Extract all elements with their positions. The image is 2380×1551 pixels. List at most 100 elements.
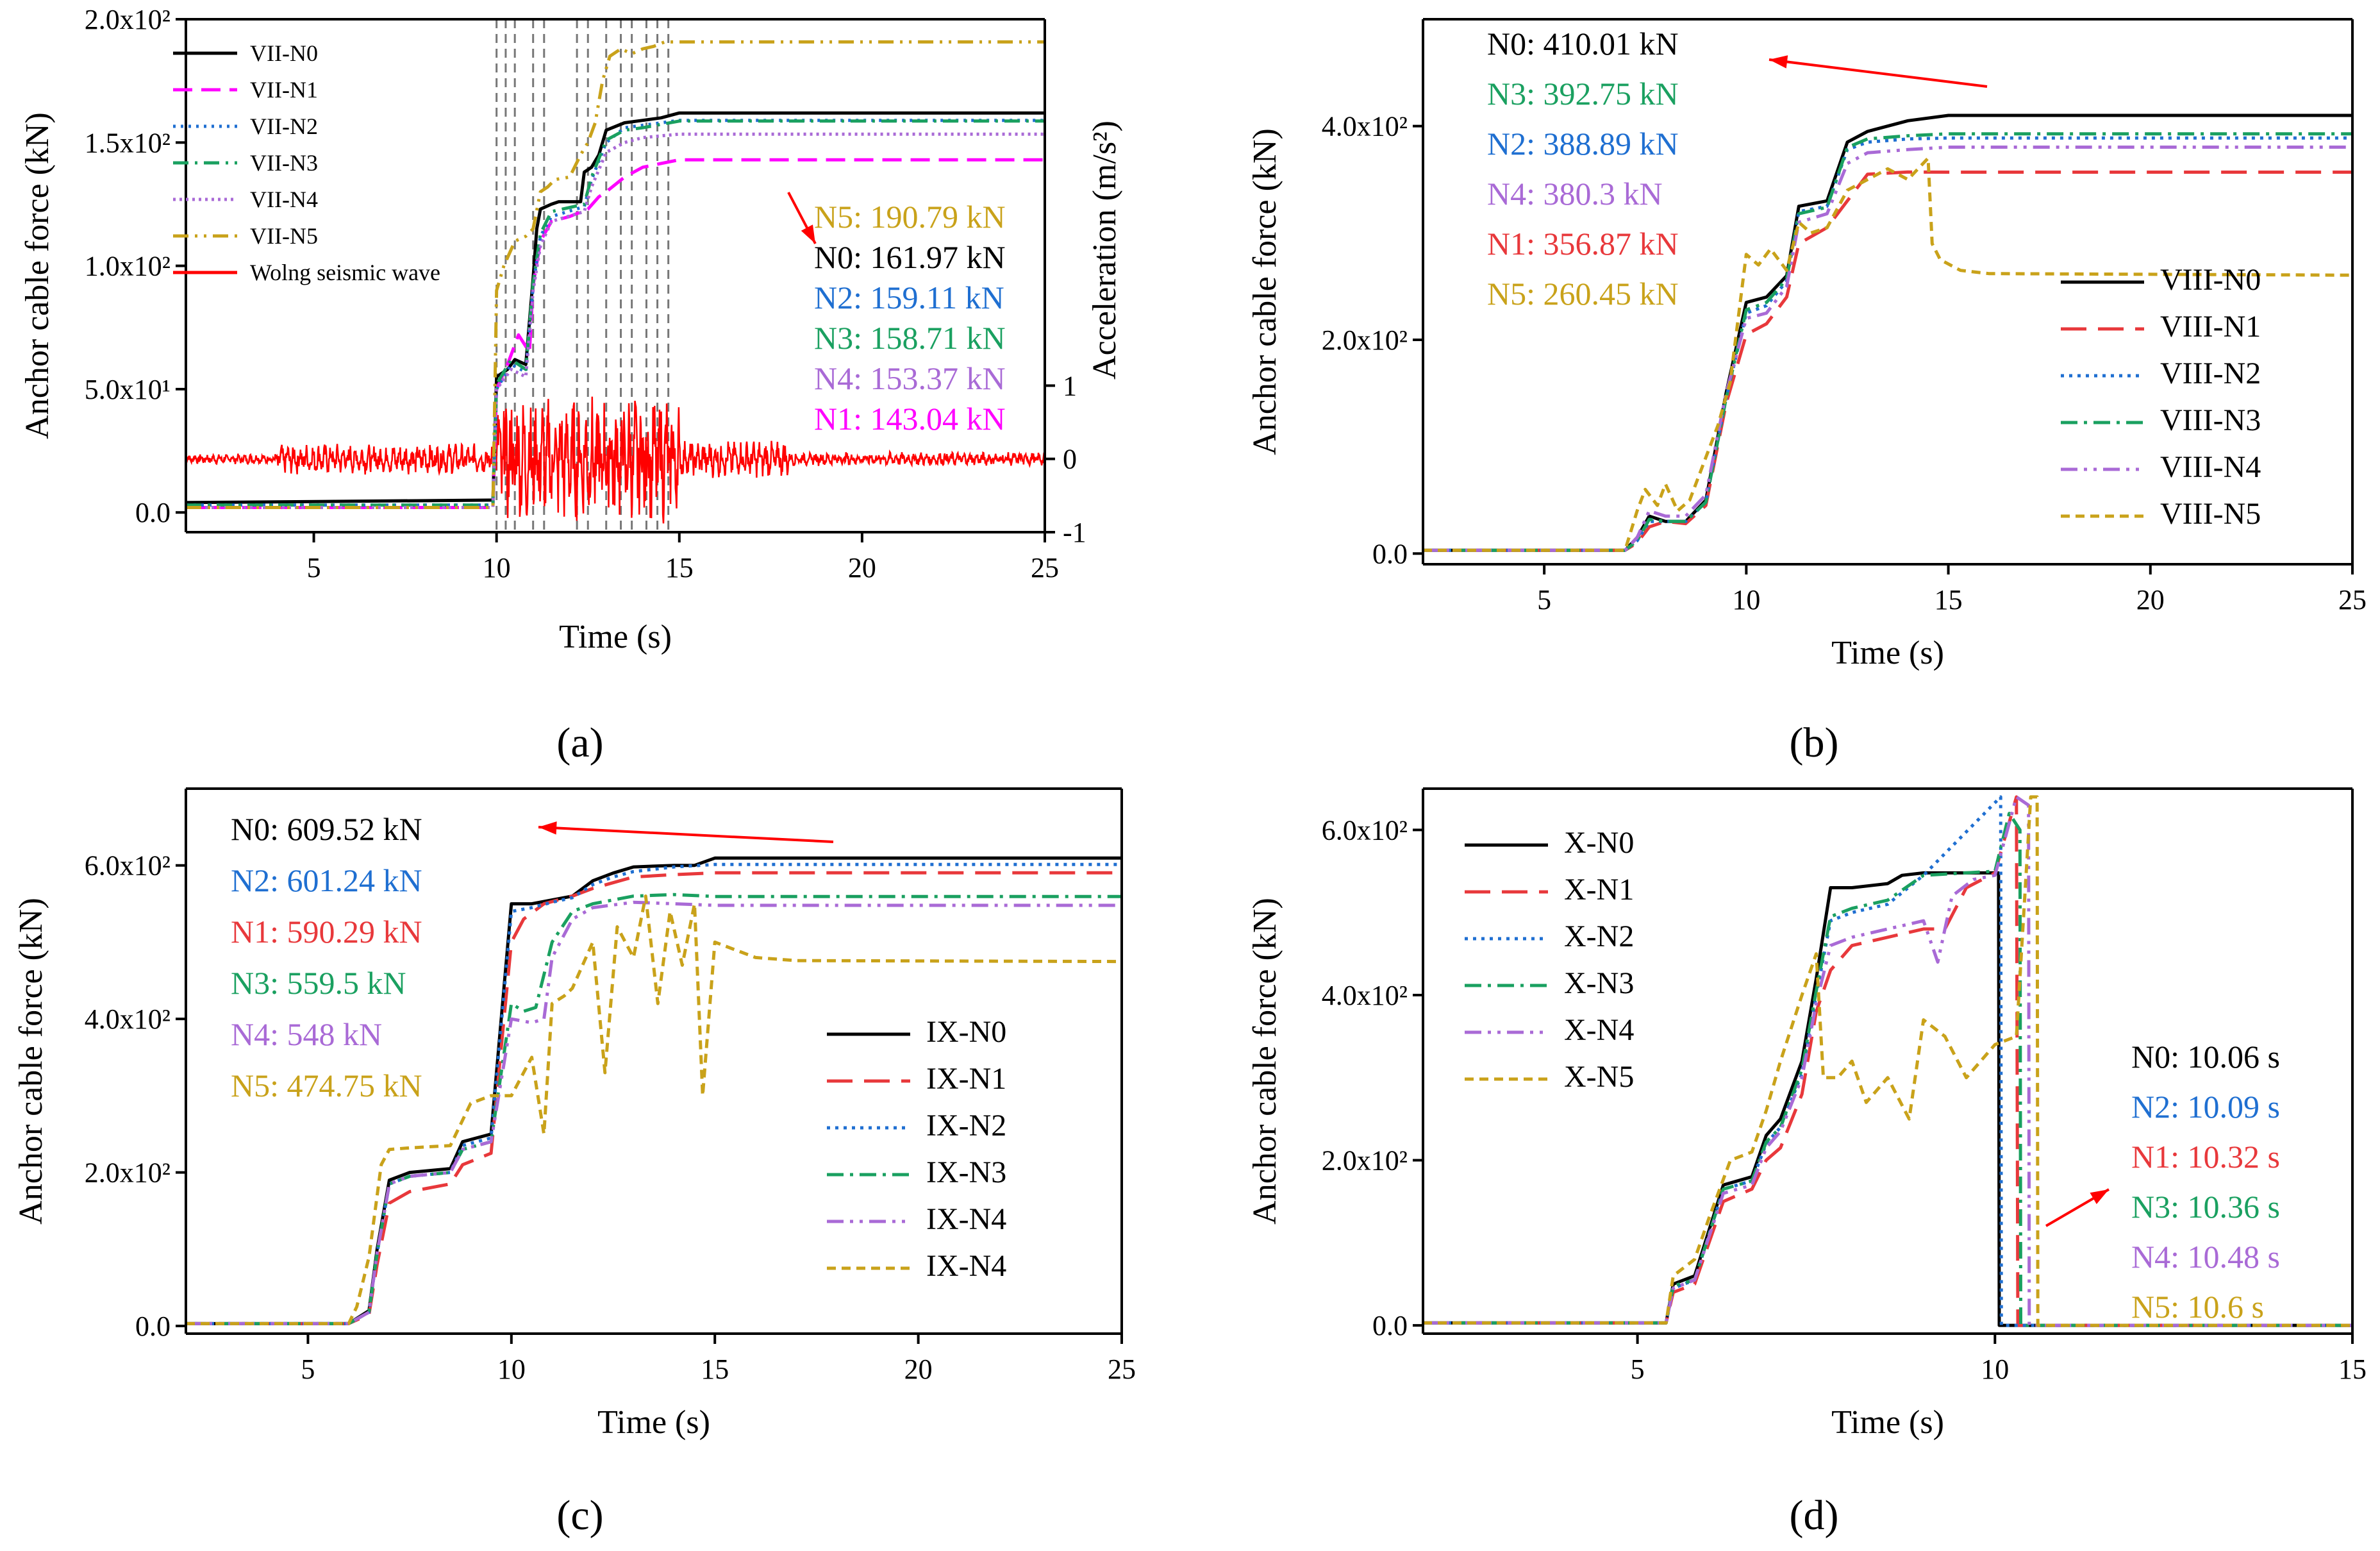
y-tick-label: 5.0x10¹ <box>85 374 171 405</box>
panel-d: 5 10 15 0.0 2.0x10² 4.0x10² 6.0x10² Time (s) Anc… <box>1247 787 2367 1539</box>
annotation-label: N5: 10.6 s <box>2131 1289 2264 1325</box>
legend-label: VII-N4 <box>250 187 318 212</box>
series-line-5 <box>1423 156 2352 552</box>
series-line-1 <box>1423 170 2352 552</box>
legend: X-N0 X-N1 X-N2 X-N3 X-N4 X-N5 <box>1465 826 1634 1094</box>
y-tick-label: 0.0 <box>135 497 171 528</box>
annotation-list: N0: 609.52 kN N2: 601.24 kN N1: 590.29 kN N… <box>231 811 422 1103</box>
y2-tick-label: -1 <box>1063 517 1086 548</box>
legend-label: VII-N3 <box>250 150 318 176</box>
annotation-label: N4: 380.3 kN <box>1487 176 1663 212</box>
series-line-3 <box>1423 132 2352 552</box>
legend-label: VII-N5 <box>250 223 318 249</box>
series-line-2 <box>186 119 1045 507</box>
x-axis-title: Time (s) <box>1831 635 1944 671</box>
y-tick-label: 1.0x10² <box>85 251 171 282</box>
panel-label: (a) <box>556 719 603 766</box>
annotation-label: N3: 392.75 kN <box>1487 76 1679 112</box>
y-tick-label: 2.0x10² <box>85 4 171 35</box>
legend-label: X-N4 <box>1564 1013 1634 1047</box>
x-tick-label: 20 <box>904 1354 933 1385</box>
y-axis-title: Anchor cable force (kN) <box>1247 128 1283 455</box>
y-axis-title: Anchor cable force (kN) <box>13 898 49 1225</box>
panel-c: 5 10 15 20 25 0.0 2.0x10² 4.0x10² 6.0x10² Time (s… <box>13 787 1136 1539</box>
plot-area <box>1423 113 2352 552</box>
panel-label: (b) <box>1790 719 1839 766</box>
legend-label: VIII-N2 <box>2160 356 2261 390</box>
series-line-5 <box>186 894 1122 1325</box>
legend: VIII-N0 VIII-N1 VIII-N2 VIII-N3 VIII-N4 VIII-… <box>2061 263 2261 531</box>
legend-label: IX-N3 <box>926 1155 1006 1189</box>
arrow-head <box>801 224 815 244</box>
x-tick-label: 15 <box>1935 584 1963 616</box>
x-tick-label: 25 <box>1108 1354 1136 1385</box>
annotation-label: N4: 153.37 kN <box>814 360 1006 396</box>
panel-label: (d) <box>1790 1492 1839 1539</box>
wave-series-line <box>186 396 1045 524</box>
panel-label: (c) <box>556 1492 603 1539</box>
y-tick-label: 2.0x10² <box>1322 324 1408 356</box>
x-axis-title: Time (s) <box>597 1404 710 1441</box>
y2-tick-label: 0 <box>1063 444 1077 475</box>
annotation-label: N3: 559.5 kN <box>231 965 406 1001</box>
series-line-1 <box>186 158 1045 509</box>
x-tick-label: 25 <box>2338 584 2367 616</box>
y2-axis-title: Acceleration (m/s²) <box>1086 121 1123 380</box>
legend-label: VII-N2 <box>250 113 318 139</box>
legend: VII-N0 VII-N1 VII-N2 VII-N3 VII-N4 VII-N5 Woln… <box>173 40 440 285</box>
series-line-5 <box>1423 795 2352 1327</box>
series-line-0 <box>186 111 1045 505</box>
plot-area <box>186 856 1122 1325</box>
annotation-label: N3: 158.71 kN <box>814 320 1006 356</box>
legend: IX-N0 IX-N1 IX-N2 IX-N3 IX-N4 IX-N4 <box>827 1015 1006 1283</box>
legend-label: IX-N1 <box>926 1062 1006 1096</box>
arrow-head <box>538 821 557 835</box>
x-tick-label: 5 <box>301 1354 315 1385</box>
x-tick-label: 15 <box>665 552 694 583</box>
annotation-label: N1: 356.87 kN <box>1487 226 1679 262</box>
legend-label: X-N5 <box>1564 1060 1634 1094</box>
annotation-label: N0: 10.06 s <box>2131 1039 2280 1075</box>
annotation-label: N2: 601.24 kN <box>231 862 422 898</box>
legend-label: X-N0 <box>1564 826 1634 860</box>
annotation-list: N0: 410.01 kN N3: 392.75 kN N2: 388.89 kN N… <box>1487 26 1679 312</box>
y-tick-label: 4.0x10² <box>85 1003 171 1035</box>
legend-label: IX-N0 <box>926 1015 1006 1049</box>
x-tick-label: 5 <box>1631 1354 1645 1385</box>
x-tick-label: 20 <box>2136 584 2165 616</box>
annotation-label: N2: 10.09 s <box>2131 1089 2280 1125</box>
annotation-label: N5: 474.75 kN <box>231 1068 422 1103</box>
legend-label: VIII-N4 <box>2160 450 2261 484</box>
y-axis-title: Anchor cable force (kN) <box>1247 898 1283 1225</box>
series-line-4 <box>1423 146 2352 552</box>
y-tick-label: 2.0x10² <box>85 1157 171 1189</box>
y-tick-label: 0.0 <box>1372 1310 1408 1341</box>
annotation-label: N3: 10.36 s <box>2131 1189 2280 1225</box>
y-tick-label: 6.0x10² <box>85 850 171 882</box>
annotation-list: N5: 190.79 kN N0: 161.97 kN N2: 159.11 kN N… <box>814 199 1006 437</box>
legend-label: VIII-N1 <box>2160 310 2261 344</box>
legend-label: VIII-N3 <box>2160 403 2261 437</box>
plot-area <box>1423 795 2352 1327</box>
legend-label: VII-N1 <box>250 77 318 103</box>
panel-a: 5 10 15 20 250.05.0x10¹1.0x10²1.5x10²2.0x10²… <box>19 4 1123 766</box>
annotation-list: N0: 10.06 s N2: 10.09 s N1: 10.32 s N3: 10.… <box>2131 1039 2280 1325</box>
x-axis-title: Time (s) <box>559 619 672 655</box>
plot-area <box>186 40 1045 524</box>
panel-b: 5 10 15 20 25 0.0 2.0x10² 4.0x10² Time (s) Anchor… <box>1247 18 2367 766</box>
annotation-label: N1: 10.32 s <box>2131 1139 2280 1175</box>
arrow-shaft <box>1768 58 1988 88</box>
legend-label: X-N1 <box>1564 873 1634 907</box>
series-line-4 <box>1423 795 2352 1327</box>
y-tick-label: 2.0x10² <box>1322 1145 1408 1177</box>
y-tick-label: 4.0x10² <box>1322 111 1408 142</box>
x-tick-label: 5 <box>1537 584 1551 616</box>
annotation-label: N2: 388.89 kN <box>1487 126 1679 162</box>
annotation-label: N1: 143.04 kN <box>814 401 1006 437</box>
arrow-head <box>2090 1189 2109 1205</box>
series-line-5 <box>186 40 1045 509</box>
y-axis-title: Anchor cable force (kN) <box>19 112 56 439</box>
legend-label: VIII-N0 <box>2160 263 2261 297</box>
annotation-label: N5: 190.79 kN <box>814 199 1006 235</box>
